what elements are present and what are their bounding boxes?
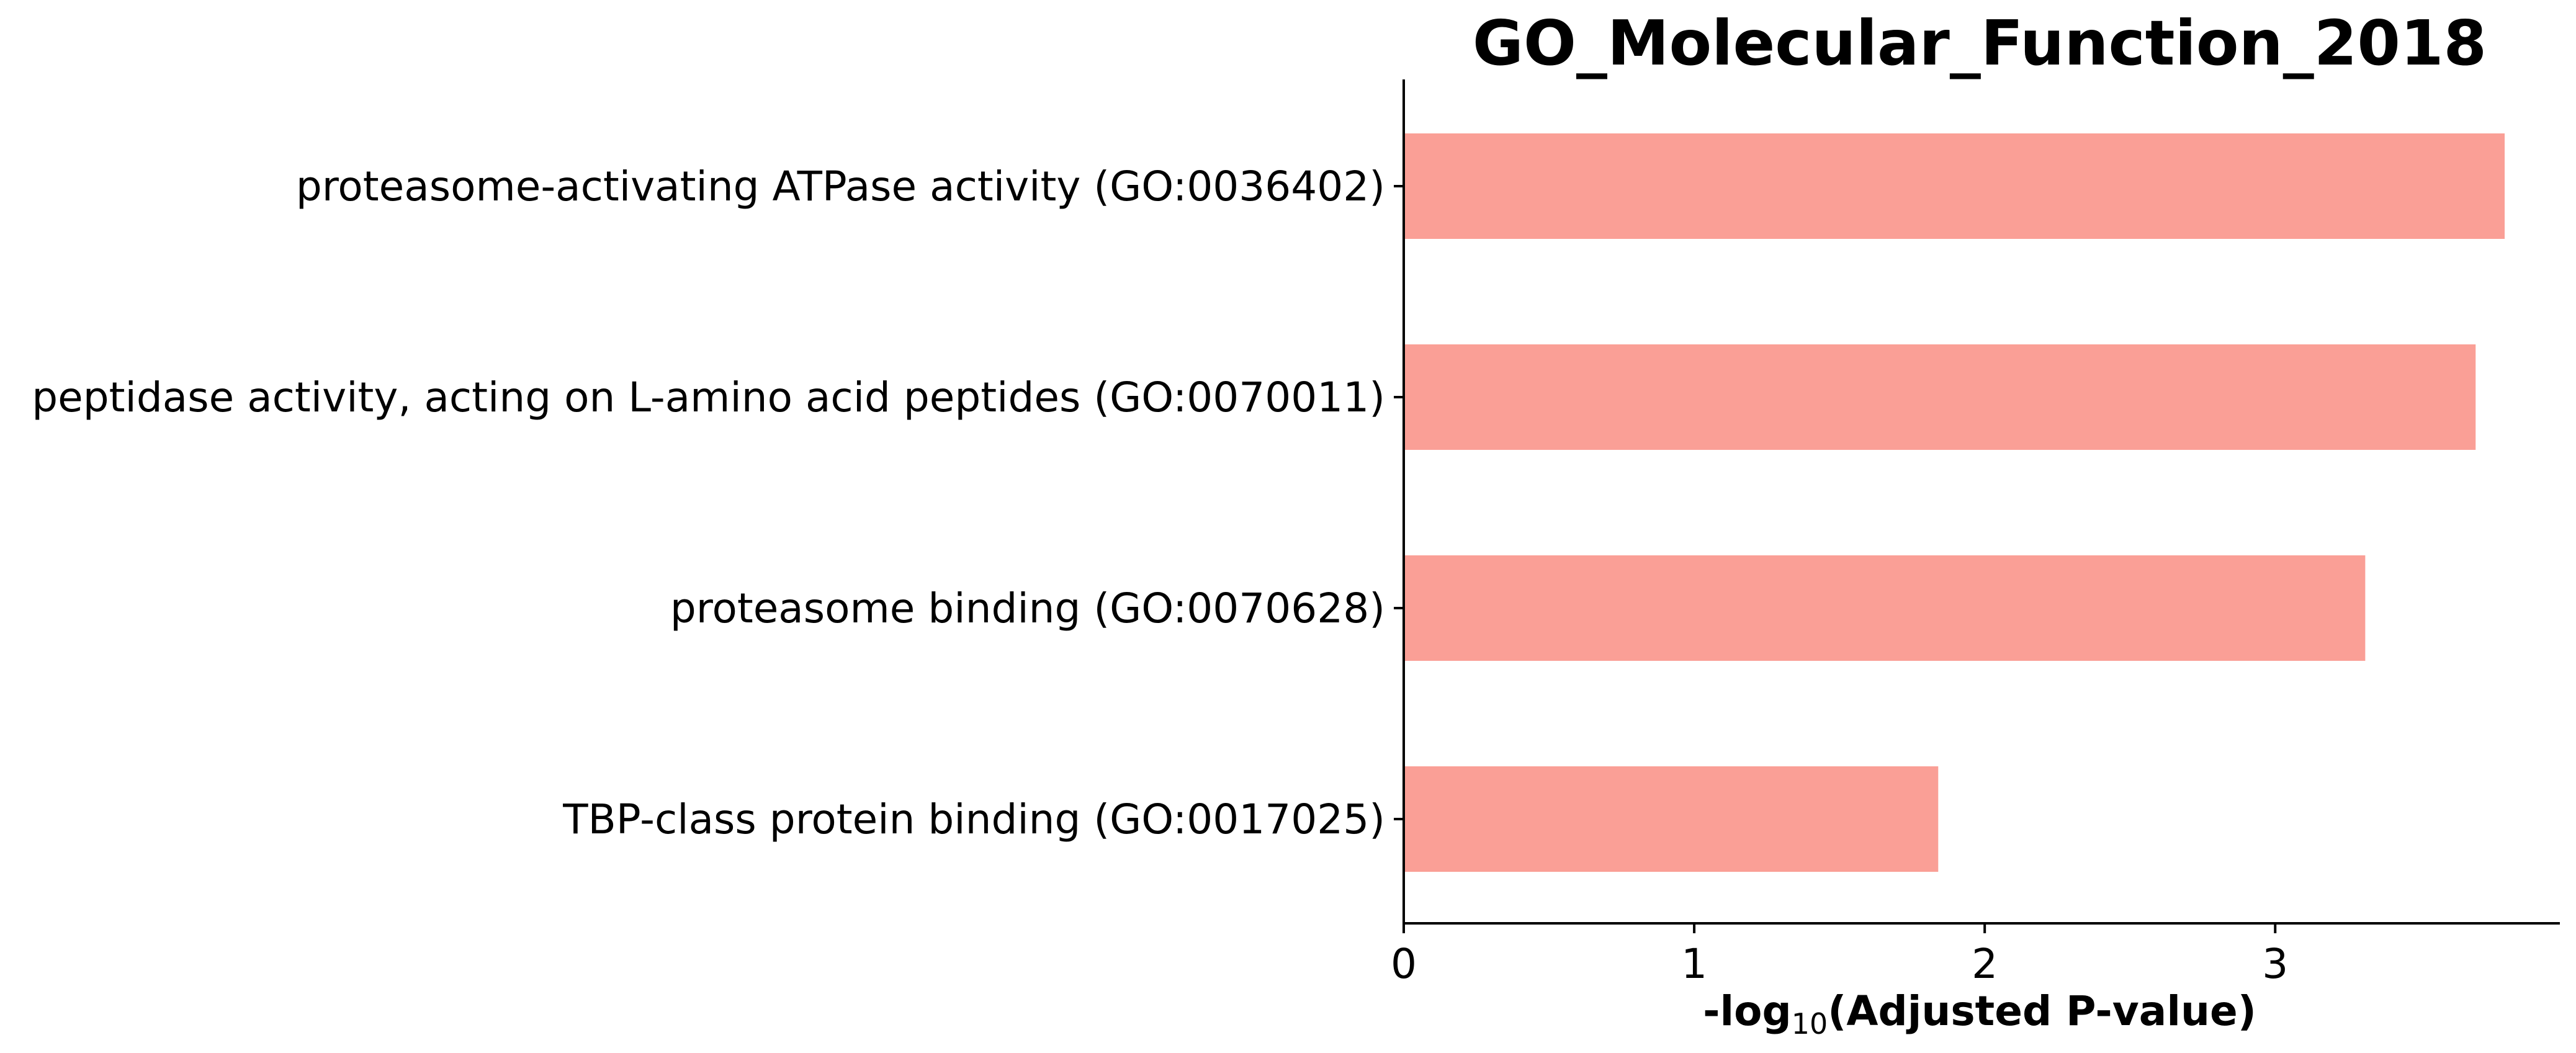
y-ticks <box>1394 185 1404 820</box>
x-axis-label: -log10(Adjusted P-value) <box>1703 987 2256 1041</box>
bar <box>1404 555 2366 661</box>
x-axis-label-rest: (Adjusted P-value) <box>1828 987 2256 1035</box>
x-tick-label: 1 <box>1681 940 1707 988</box>
category-label: peptidase activity, acting on L-amino ac… <box>32 374 1385 421</box>
category-label: TBP-class protein binding (GO:0017025) <box>562 795 1385 843</box>
category-labels: proteasome-activating ATPase activity (G… <box>32 163 1385 843</box>
x-axis-label-main: -log <box>1703 987 1792 1035</box>
chart-title: GO_Molecular_Function_2018 <box>1473 7 2487 79</box>
bar <box>1404 344 2476 450</box>
x-ticks: 0 1 2 3 <box>1391 923 2288 988</box>
x-axis-label-subscript: 10 <box>1792 1007 1828 1041</box>
x-tick-label: 0 <box>1391 940 1417 988</box>
x-tick-label: 3 <box>2262 940 2288 988</box>
bars-layer <box>1404 133 2505 872</box>
category-label: proteasome binding (GO:0070628) <box>670 585 1385 632</box>
category-label: proteasome-activating ATPase activity (G… <box>296 163 1385 210</box>
bar <box>1404 766 1939 872</box>
x-tick-label: 2 <box>1972 940 1998 988</box>
bar <box>1404 133 2505 239</box>
